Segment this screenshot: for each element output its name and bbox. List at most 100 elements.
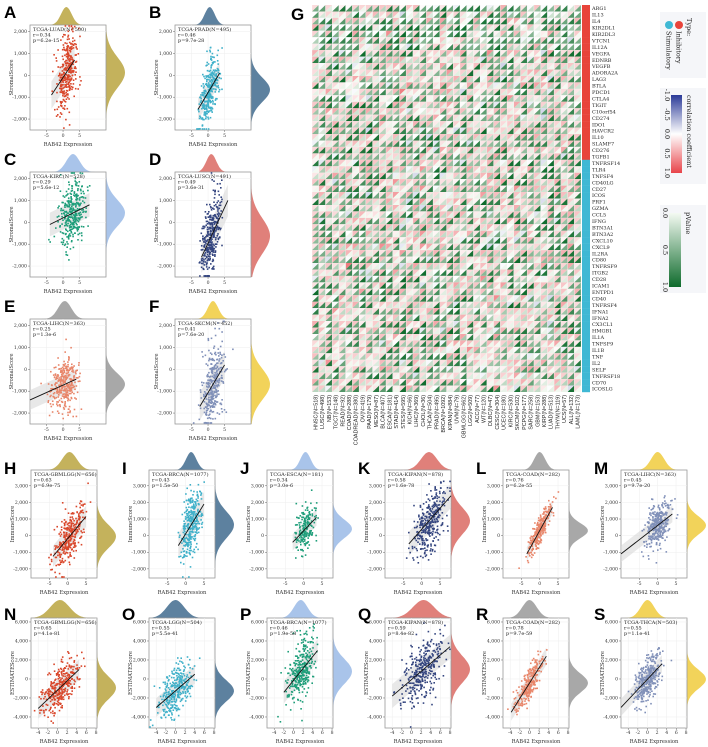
data-point — [74, 87, 77, 90]
data-point — [71, 686, 73, 688]
data-point — [65, 220, 68, 222]
data-point — [64, 534, 66, 537]
y-tick-label: -1,000 — [131, 550, 146, 556]
data-point — [65, 378, 67, 381]
data-point — [74, 209, 77, 212]
data-point — [651, 523, 654, 526]
data-point — [67, 398, 70, 400]
data-point — [77, 88, 79, 90]
data-point — [210, 399, 212, 401]
data-point — [439, 508, 442, 511]
data-point — [211, 357, 214, 360]
data-point — [68, 89, 71, 91]
data-point — [65, 394, 68, 396]
data-point — [66, 83, 68, 85]
data-point — [205, 392, 207, 395]
data-point — [68, 41, 71, 44]
data-point — [190, 536, 192, 538]
data-point — [199, 407, 202, 410]
data-point — [547, 523, 550, 526]
data-point — [216, 85, 218, 88]
data-point — [61, 395, 64, 397]
data-point — [186, 555, 188, 557]
data-point — [61, 232, 64, 234]
x-tick-label: -5 — [637, 581, 642, 587]
data-point — [197, 495, 199, 498]
data-point — [424, 529, 427, 532]
data-point — [195, 504, 197, 507]
data-point — [210, 81, 213, 84]
data-point — [424, 555, 427, 558]
data-point — [189, 566, 192, 568]
data-point — [408, 531, 410, 534]
data-point — [209, 405, 212, 407]
data-point — [215, 389, 217, 391]
data-point — [657, 533, 659, 536]
data-point — [223, 370, 226, 373]
data-point — [213, 180, 215, 182]
data-point — [75, 193, 78, 195]
data-point — [65, 194, 67, 197]
data-point — [313, 507, 316, 509]
data-point — [657, 519, 660, 521]
data-point — [221, 216, 224, 219]
data-point — [72, 366, 74, 369]
data-point — [79, 524, 81, 526]
data-point — [57, 554, 59, 557]
data-point — [211, 401, 213, 404]
data-point — [649, 538, 652, 540]
data-point — [535, 548, 537, 550]
data-point — [211, 222, 213, 224]
data-point — [208, 266, 210, 269]
data-point — [172, 682, 175, 684]
data-point — [57, 357, 59, 359]
data-point — [200, 118, 203, 120]
data-point — [412, 559, 415, 561]
data-point — [73, 524, 76, 526]
data-point — [41, 693, 43, 696]
data-point — [214, 371, 216, 374]
data-point — [71, 74, 74, 77]
data-point — [540, 531, 542, 534]
data-point — [649, 512, 651, 514]
data-point — [66, 48, 69, 51]
data-point — [178, 681, 180, 683]
data-point — [217, 71, 220, 74]
data-point — [543, 527, 545, 529]
data-point — [194, 506, 197, 508]
data-point — [60, 81, 62, 84]
data-point — [538, 542, 541, 544]
data-point — [203, 244, 206, 246]
data-point — [70, 346, 72, 349]
data-point — [66, 107, 69, 110]
data-point — [198, 103, 201, 105]
data-point — [212, 207, 214, 209]
data-point — [57, 221, 59, 223]
data-point — [60, 533, 63, 536]
data-point — [72, 217, 74, 220]
data-point — [423, 531, 425, 533]
data-point — [209, 116, 212, 119]
data-point — [447, 499, 449, 501]
data-point — [217, 85, 219, 87]
data-point — [192, 528, 195, 530]
data-point — [54, 571, 56, 574]
data-point — [49, 693, 51, 696]
data-point — [76, 654, 78, 657]
data-point — [89, 501, 92, 503]
data-point — [309, 531, 311, 534]
data-point — [661, 519, 664, 522]
data-point — [660, 516, 662, 518]
data-point — [192, 494, 194, 496]
data-point — [62, 672, 65, 675]
y-tick-label: 1,000 — [14, 51, 27, 57]
y-axis-label: ImmuneScore — [10, 506, 16, 543]
right-density-curve — [97, 470, 116, 578]
data-point — [72, 47, 75, 49]
data-point — [80, 202, 82, 205]
data-point — [199, 96, 201, 99]
data-point — [66, 689, 69, 691]
x-tick-label: 0 — [184, 581, 187, 587]
data-point — [176, 678, 179, 681]
y-axis-label: ImmuneScore — [482, 506, 488, 543]
